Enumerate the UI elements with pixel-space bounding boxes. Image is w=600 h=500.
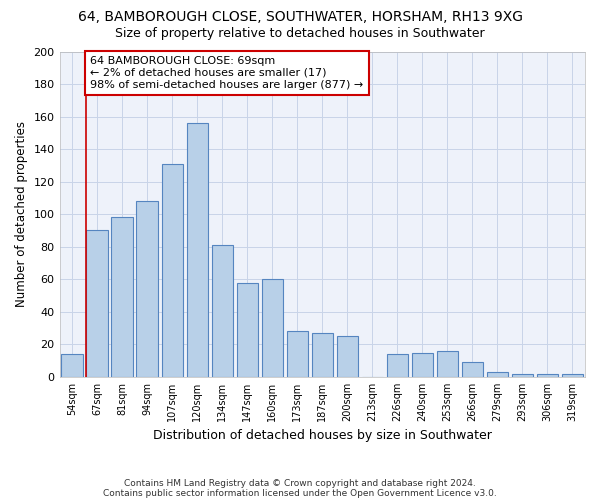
Text: 64 BAMBOROUGH CLOSE: 69sqm
← 2% of detached houses are smaller (17)
98% of semi-: 64 BAMBOROUGH CLOSE: 69sqm ← 2% of detac… [90,56,364,90]
Bar [337,336,358,377]
Bar [562,374,583,377]
Bar [262,280,283,377]
Text: Size of property relative to detached houses in Southwater: Size of property relative to detached ho… [115,28,485,40]
X-axis label: Distribution of detached houses by size in Southwater: Distribution of detached houses by size … [153,430,492,442]
Text: 64, BAMBOROUGH CLOSE, SOUTHWATER, HORSHAM, RH13 9XG: 64, BAMBOROUGH CLOSE, SOUTHWATER, HORSHA… [77,10,523,24]
Y-axis label: Number of detached properties: Number of detached properties [15,121,28,307]
Bar [311,333,333,377]
Bar [212,245,233,377]
Bar [112,218,133,377]
Bar [512,374,533,377]
Bar [236,282,258,377]
Bar [287,332,308,377]
Bar [387,354,408,377]
Bar [487,372,508,377]
Bar [187,123,208,377]
Text: Contains public sector information licensed under the Open Government Licence v3: Contains public sector information licen… [103,488,497,498]
Text: Contains HM Land Registry data © Crown copyright and database right 2024.: Contains HM Land Registry data © Crown c… [124,478,476,488]
Bar [61,354,83,377]
Bar [136,201,158,377]
Bar [161,164,183,377]
Bar [537,374,558,377]
Bar [462,362,483,377]
Bar [86,230,108,377]
Bar [412,352,433,377]
Bar [437,351,458,377]
